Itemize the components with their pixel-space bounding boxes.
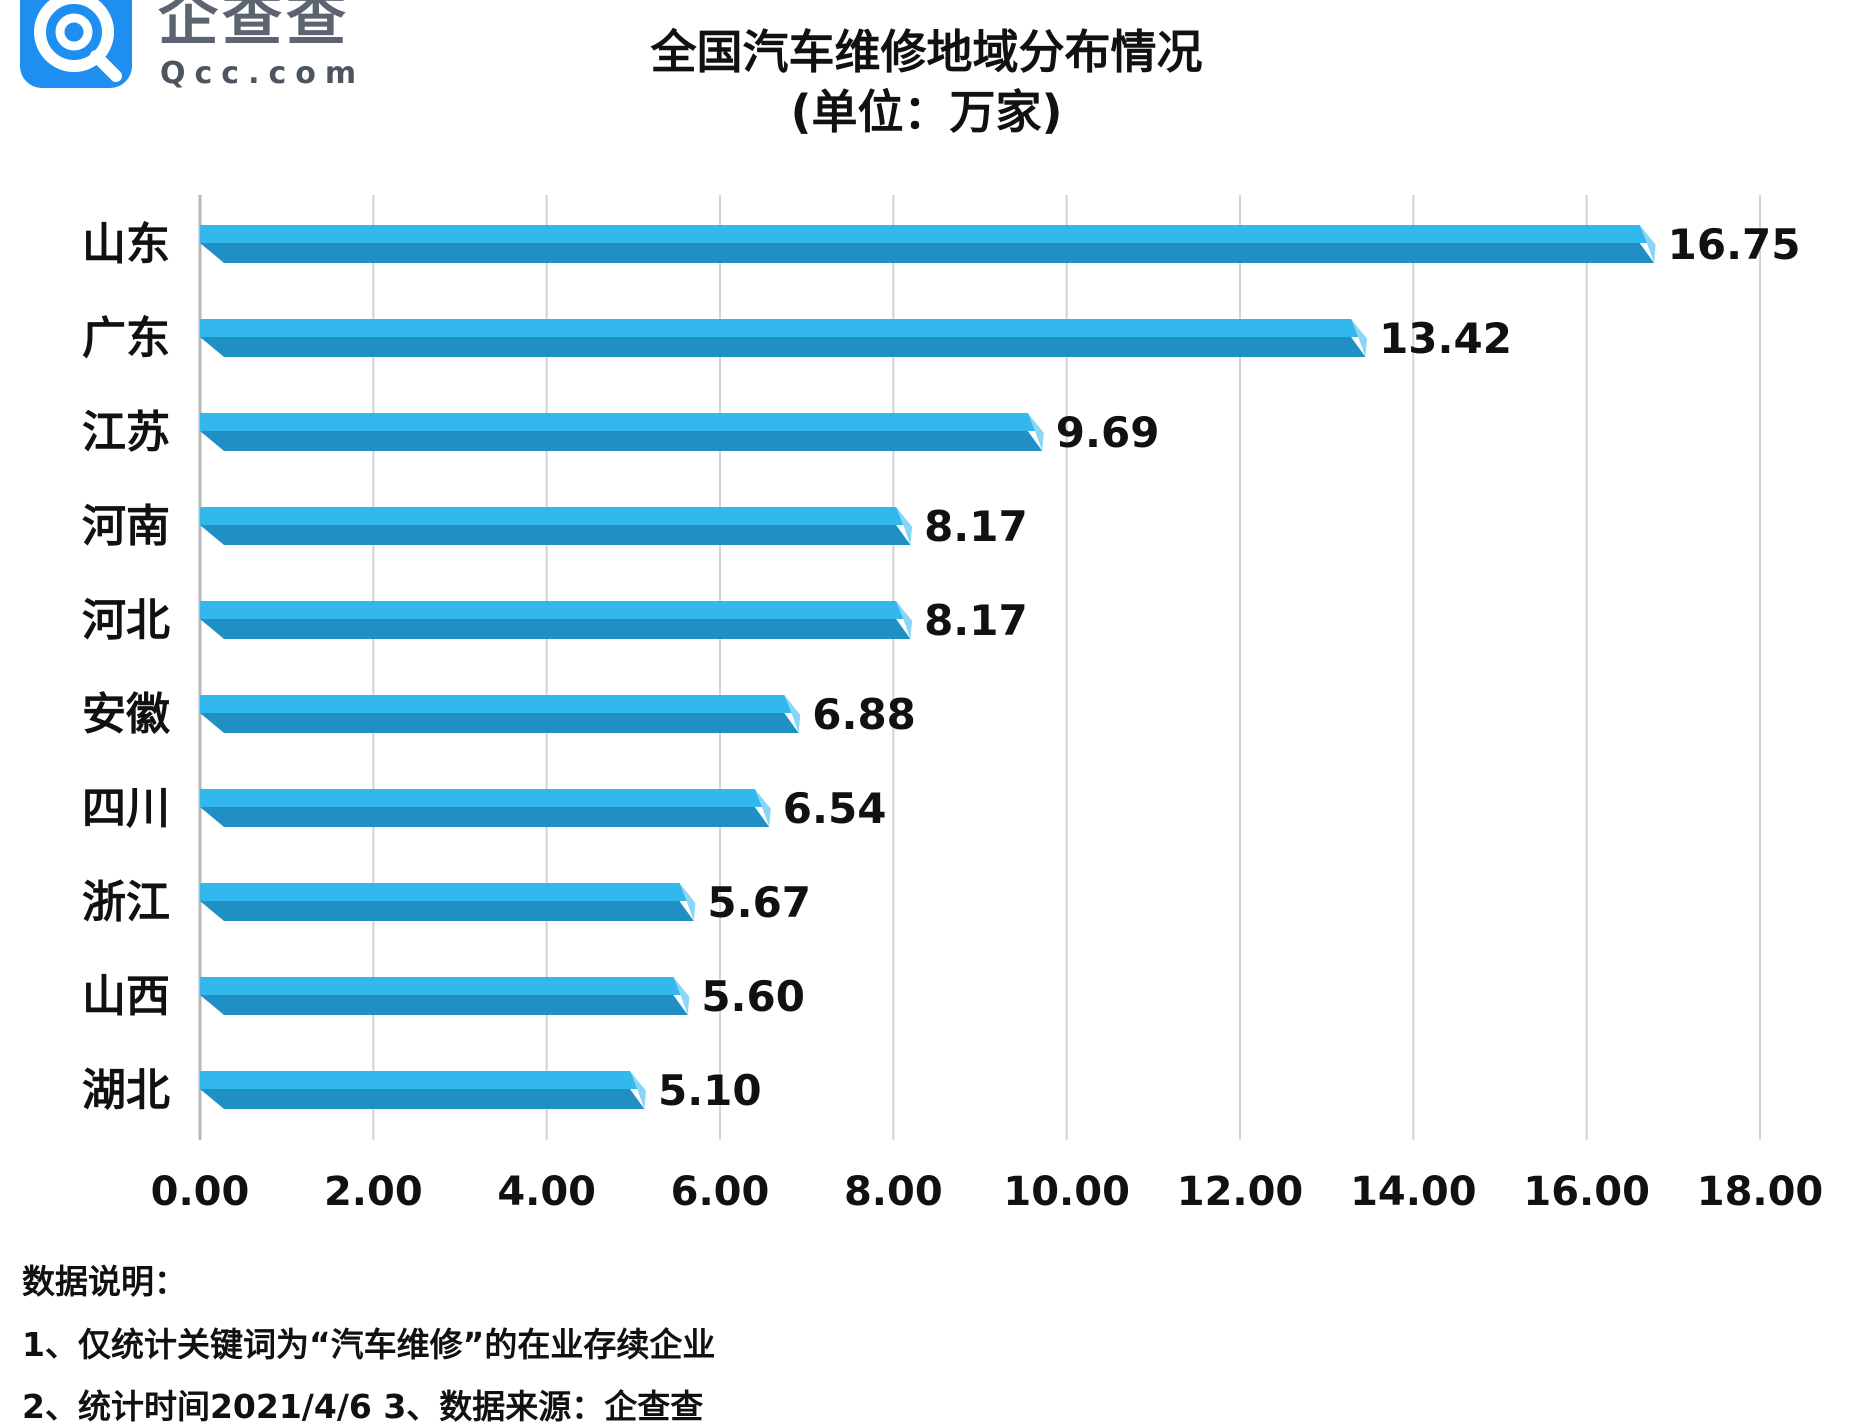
bar-top-face (200, 413, 1040, 431)
x-tick-label: 18.00 (1697, 1169, 1824, 1215)
x-tick-label: 4.00 (497, 1169, 596, 1215)
data-label: 8.17 (924, 502, 1028, 551)
category-label: 河北 (82, 595, 170, 646)
logo-name-en: Qcc.com (160, 56, 366, 91)
bar-top-face (200, 695, 797, 713)
bar (200, 319, 1368, 357)
chart-subtitle: (单位：万家) (790, 85, 1063, 139)
x-tick-label: 0.00 (151, 1169, 250, 1215)
bar-bottom-face (200, 243, 1655, 263)
category-label: 山西 (82, 971, 170, 1022)
bar-end-cap (784, 695, 801, 733)
note-line-2: 2、统计时间2021/4/6 3、数据来源：企查查 (22, 1387, 704, 1426)
x-tick-label: 12.00 (1177, 1169, 1304, 1215)
bar-bottom-face (200, 525, 911, 545)
data-label: 5.60 (701, 972, 805, 1021)
bar (200, 1071, 646, 1109)
category-label: 安徽 (82, 689, 171, 740)
bar-chart: 0.00 2.00 4.00 6.00 8.00 10.00 12.00 14.00 16.00… (82, 195, 1823, 1215)
x-tick-label: 16.00 (1523, 1169, 1650, 1215)
bar-top-face (200, 789, 767, 807)
data-label: 9.69 (1056, 408, 1160, 457)
bar-end-cap (896, 601, 913, 639)
bar-bottom-face (200, 901, 694, 921)
bar (200, 883, 696, 921)
bars (200, 225, 1656, 1109)
x-tick-label: 14.00 (1350, 1169, 1477, 1215)
bar-end-cap (1027, 413, 1044, 451)
bar-top-face (200, 977, 686, 995)
bar-bottom-face (200, 1089, 645, 1109)
category-label: 四川 (82, 783, 170, 834)
x-tick-label: 2.00 (324, 1169, 423, 1215)
bar-bottom-face (200, 619, 911, 639)
bar (200, 413, 1044, 451)
bar-end-cap (1639, 225, 1656, 263)
x-tick-label: 8.00 (844, 1169, 943, 1215)
bar-top-face (200, 507, 909, 525)
bar-bottom-face (200, 807, 770, 827)
data-label: 6.54 (783, 784, 887, 833)
category-label: 河南 (82, 501, 170, 552)
note-line-1: 1、仅统计关键词为“汽车维修”的在业存续企业 (22, 1325, 716, 1364)
logo-name-cn: 企查查 (158, 0, 350, 54)
bar-end-cap (673, 977, 690, 1015)
category-label: 山东 (82, 219, 170, 270)
bar-end-cap (630, 1071, 646, 1109)
bar (200, 601, 913, 639)
data-label: 6.88 (812, 690, 916, 739)
category-label: 广东 (82, 313, 170, 364)
bar (200, 695, 801, 733)
bar-end-cap (896, 507, 913, 545)
x-tick-label: 10.00 (1003, 1169, 1130, 1215)
bar-end-cap (1351, 319, 1368, 357)
data-label: 16.75 (1668, 220, 1801, 269)
bar-end-cap (754, 789, 771, 827)
bar (200, 789, 771, 827)
bar-top-face (200, 225, 1652, 243)
notes-heading: 数据说明： (22, 1262, 187, 1301)
bar-bottom-face (200, 995, 688, 1015)
category-label: 湖北 (82, 1065, 170, 1116)
bar (200, 977, 690, 1015)
bar-bottom-face (200, 337, 1366, 357)
bar-bottom-face (200, 713, 799, 733)
category-label: 浙江 (82, 877, 170, 928)
data-label: 5.10 (658, 1066, 762, 1115)
x-tick-label: 6.00 (671, 1169, 770, 1215)
bar (200, 507, 913, 545)
bar (200, 225, 1656, 263)
data-label: 8.17 (924, 596, 1028, 645)
qcc-logo: 企查查 Qcc.com (18, 0, 358, 96)
bar-bottom-face (200, 431, 1043, 451)
bar-end-cap (679, 883, 696, 921)
bar-top-face (200, 601, 909, 619)
labels: 0.00 2.00 4.00 6.00 8.00 10.00 12.00 14.00 16.00… (82, 219, 1823, 1215)
data-label: 5.67 (707, 878, 811, 927)
chart-title: 全国汽车维修地域分布情况 (650, 25, 1203, 79)
bar-top-face (200, 1071, 642, 1089)
qcc-logo-icon (20, 0, 132, 88)
data-label: 13.42 (1379, 314, 1512, 363)
bar-top-face (200, 883, 692, 901)
bar-top-face (200, 319, 1364, 337)
category-label: 江苏 (82, 407, 170, 458)
